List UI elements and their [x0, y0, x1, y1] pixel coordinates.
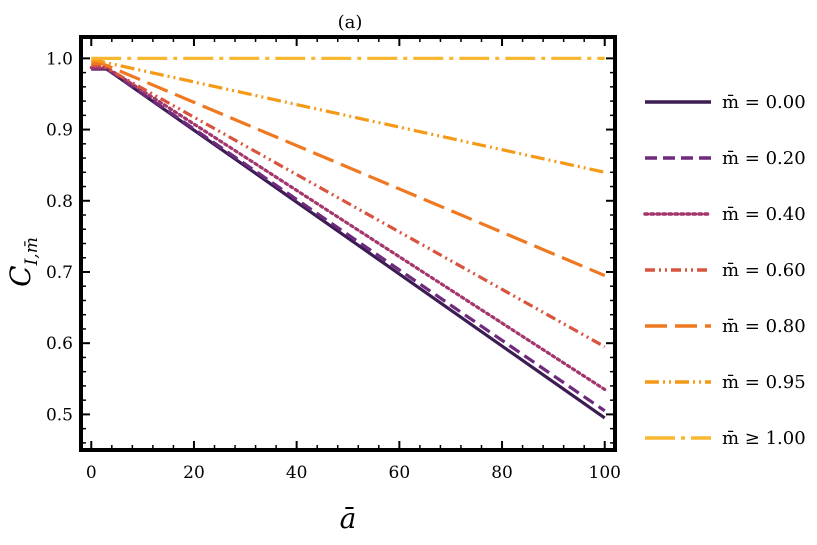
x-tick-label: 40	[286, 463, 308, 483]
svg-text:CI,m̄: CI,m̄	[4, 237, 42, 287]
x-tick-label: 80	[491, 463, 513, 483]
series-line-3	[91, 63, 606, 349]
axis-ticks: 0 20 40 60 80 100 0.5 0.6 0.7 0.8 0.9 1.0	[46, 37, 621, 483]
x-tick-label: 0	[86, 463, 97, 483]
y-tick-label: 0.6	[46, 334, 73, 354]
y-axis-label-subscript: I,m̄	[22, 237, 42, 266]
series-line-2	[89, 66, 607, 392]
series-line-5	[91, 58, 606, 174]
chart-title: (a)	[338, 12, 363, 33]
x-axis-label: ā	[340, 502, 357, 535]
y-tick-label: 0.9	[46, 121, 73, 141]
legend-label-4: m̄ = 0.80	[722, 316, 806, 337]
y-axis-label-group: CI,m̄	[4, 237, 42, 287]
x-tick-label: 100	[589, 463, 621, 483]
legend-label-5: m̄ = 0.95	[722, 372, 806, 393]
x-tick-label: 60	[389, 463, 411, 483]
series-line-0	[91, 67, 606, 420]
y-tick-label: 0.5	[46, 405, 73, 425]
legend-label-0: m̄ = 0.00	[722, 92, 806, 113]
y-tick-label: 0.8	[46, 192, 73, 212]
legend-label-6: m̄ ≥ 1.00	[722, 428, 806, 449]
series-line-4	[91, 61, 606, 278]
series-line-1	[91, 67, 606, 413]
x-tick-label: 20	[183, 463, 205, 483]
legend-label-3: m̄ = 0.60	[722, 260, 806, 281]
legend: m̄ = 0.00 m̄ = 0.20 m̄ = 0.40 m̄ = 0.60 m̄ =…	[643, 92, 806, 449]
y-tick-label: 0.7	[46, 263, 73, 283]
legend-label-2: m̄ = 0.40	[722, 204, 806, 225]
y-tick-label: 1.0	[46, 49, 73, 69]
plot-lines	[89, 56, 607, 420]
legend-label-1: m̄ = 0.20	[722, 148, 806, 169]
y-axis-label: C	[4, 265, 37, 286]
